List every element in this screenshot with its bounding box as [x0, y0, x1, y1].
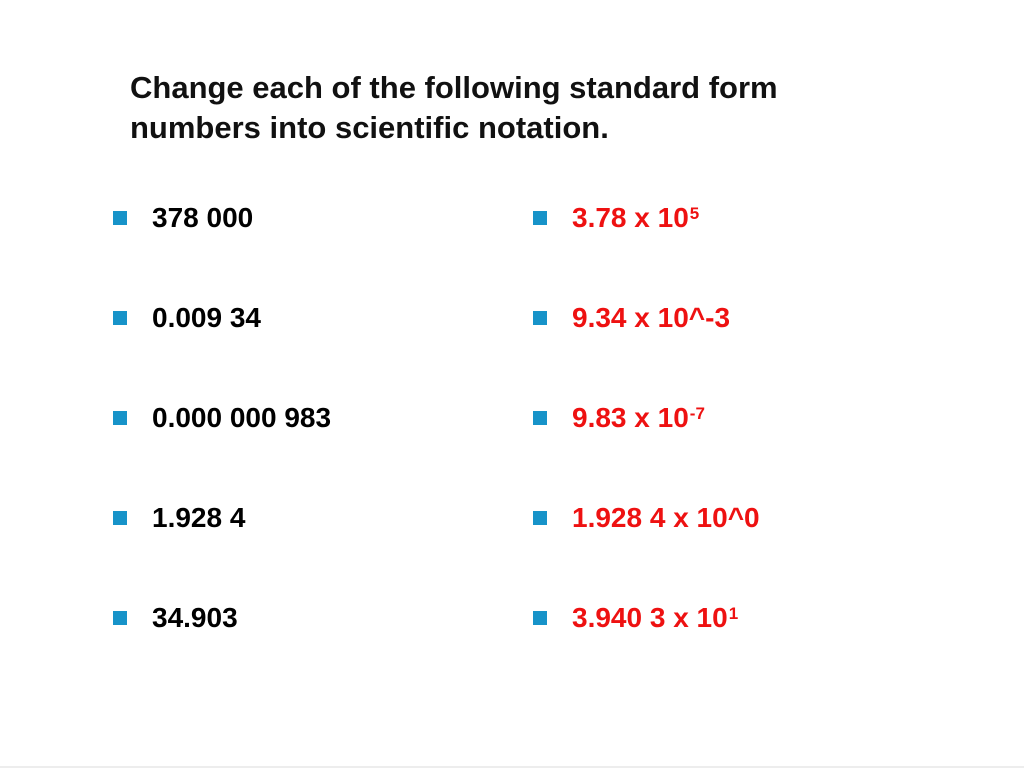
answer-text: 3.940 3 x 101	[572, 596, 738, 640]
answer-base: 1.928 4 x 10^0	[572, 502, 760, 533]
question-text: 0.009 34	[152, 302, 261, 333]
answer-base: 3.78 x 10	[572, 202, 689, 233]
square-bullet-icon	[113, 211, 127, 225]
question-text: 378 000	[152, 202, 254, 233]
square-bullet-icon	[533, 211, 547, 225]
answer-exponent: 5	[689, 204, 700, 223]
square-bullet-icon	[113, 611, 127, 625]
question-item: 0.000 000 983	[113, 396, 331, 496]
square-bullet-icon	[113, 411, 127, 425]
answer-exponent: -7	[689, 404, 705, 423]
answer-item: 3.940 3 x 101	[533, 596, 761, 696]
square-bullet-icon	[533, 511, 547, 525]
answer-text: 3.78 x 105	[572, 196, 699, 240]
question-item: 34.903	[113, 596, 331, 696]
question-item: 378 000	[113, 196, 331, 296]
answer-text: 9.83 x 10-7	[572, 396, 705, 440]
square-bullet-icon	[533, 411, 547, 425]
answer-item: 3.78 x 105	[533, 196, 761, 296]
answer-text: 1.928 4 x 10^0	[572, 496, 761, 540]
question-item: 1.928 4	[113, 496, 331, 596]
answer-item: 9.83 x 10-7	[533, 396, 761, 496]
question-text: 34.903	[152, 602, 238, 633]
answer-base: 9.34 x 10^-3	[572, 302, 731, 333]
square-bullet-icon	[533, 611, 547, 625]
square-bullet-icon	[113, 311, 127, 325]
answer-exponent: 1	[728, 604, 739, 623]
title-line-2: numbers into scientific notation.	[130, 110, 609, 145]
square-bullet-icon	[533, 311, 547, 325]
answer-item: 9.34 x 10^-3	[533, 296, 761, 396]
question-text: 1.928 4	[152, 502, 246, 533]
slide-title: Change each of the following standard fo…	[130, 68, 930, 148]
question-list: 378 000 0.009 34 0.000 000 983 1.928 4 3…	[113, 196, 331, 696]
bottom-divider	[0, 766, 1024, 768]
answer-list: 3.78 x 105 9.34 x 10^-3 9.83 x 10-7 1.92…	[533, 196, 761, 696]
title-line-1: Change each of the following standard fo…	[130, 70, 778, 105]
answer-base: 3.940 3 x 10	[572, 602, 728, 633]
answer-base: 9.83 x 10	[572, 402, 689, 433]
question-item: 0.009 34	[113, 296, 331, 396]
answer-text: 9.34 x 10^-3	[572, 296, 731, 340]
square-bullet-icon	[113, 511, 127, 525]
answer-item: 1.928 4 x 10^0	[533, 496, 761, 596]
question-text: 0.000 000 983	[152, 402, 332, 433]
